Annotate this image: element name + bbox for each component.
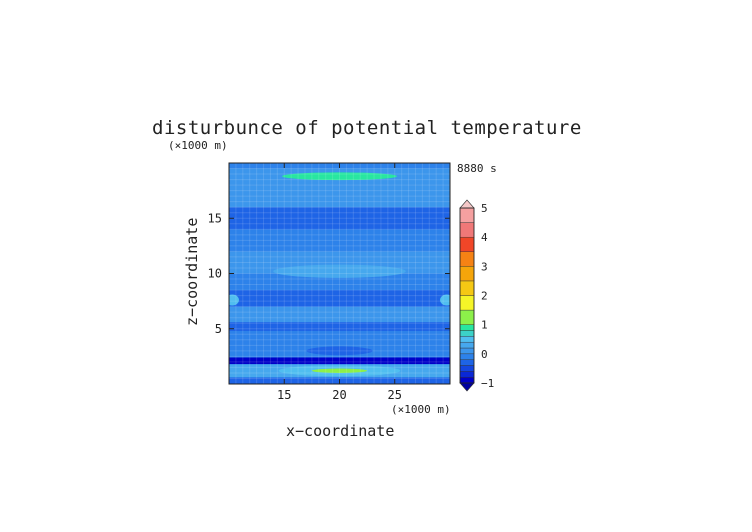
colorbar-segment (459, 251, 475, 267)
colorbar-tick-label: 1 (481, 319, 488, 332)
colorbar-segment (459, 295, 475, 311)
colorbar-segment (459, 371, 475, 378)
colorbar-tick-labels: −1 0 1 2 3 4 5 (481, 202, 494, 390)
contour-feature (273, 264, 406, 278)
contour-band (229, 290, 450, 307)
colorbar-tick-label: 3 (481, 260, 488, 273)
y-unit-label: (×1000 m) (168, 139, 228, 152)
chart-title: disturbunce of potential temperature (152, 117, 582, 139)
colorbar-tick-label: 2 (481, 290, 488, 303)
contour-band (229, 306, 450, 323)
colorbar-tick-label: 5 (481, 202, 488, 215)
grid-lines (229, 163, 450, 384)
colorbar-segment (459, 330, 475, 337)
colorbar-segment (459, 266, 475, 282)
x-tick-label: 20 (332, 388, 346, 402)
colorbar-segment (459, 222, 475, 238)
contour-feature (440, 294, 450, 306)
contour-band (229, 185, 450, 208)
contour-band (229, 357, 450, 365)
colorbar (459, 199, 475, 392)
x-unit-label: (×1000 m) (391, 403, 451, 416)
colorbar-tick-label: 0 (481, 348, 488, 361)
contour-feature (229, 294, 239, 306)
colorbar-segment (459, 207, 475, 223)
contour-feature (306, 346, 373, 356)
y-tick-label: 15 (208, 211, 222, 225)
colorbar-over-arrow (459, 199, 475, 209)
y-axis-ticks: 5 10 15 (208, 211, 450, 336)
contour-band (229, 322, 450, 331)
contour-features (229, 172, 450, 377)
plot-area (229, 163, 450, 384)
time-label: 8880 s (457, 162, 497, 175)
colorbar-segment (459, 353, 475, 360)
contour-feature (311, 368, 368, 373)
y-axis-label: z−coordinate (183, 218, 201, 326)
colorbar-segment (459, 336, 475, 343)
colorbar-segment (459, 236, 475, 252)
colorbar-segment (459, 376, 475, 384)
x-axis-ticks: 15 20 25 (277, 163, 402, 402)
y-tick-label: 5 (215, 322, 222, 336)
contour-feature (240, 212, 439, 229)
colorbar-segment (459, 359, 475, 366)
colorbar-under-arrow (459, 382, 475, 392)
contour-band (229, 229, 450, 252)
x-axis-label: x−coordinate (286, 422, 394, 440)
colorbar-segment (459, 309, 475, 325)
colorbar-segment (459, 341, 475, 349)
colorbar-tick-label: −1 (481, 377, 494, 390)
colorbar-tick-label: 4 (481, 231, 488, 244)
contour-bands (229, 163, 450, 384)
y-tick-label: 10 (208, 267, 222, 281)
contour-band (229, 273, 450, 291)
colorbar-segment (459, 280, 475, 296)
colorbar-segment (459, 365, 475, 372)
colorbar-segment (459, 347, 475, 355)
contour-feature (282, 172, 397, 181)
colorbar-frame (459, 207, 475, 384)
colorbar-segment (459, 324, 475, 331)
x-tick-label: 15 (277, 388, 291, 402)
x-tick-label: 25 (388, 388, 402, 402)
